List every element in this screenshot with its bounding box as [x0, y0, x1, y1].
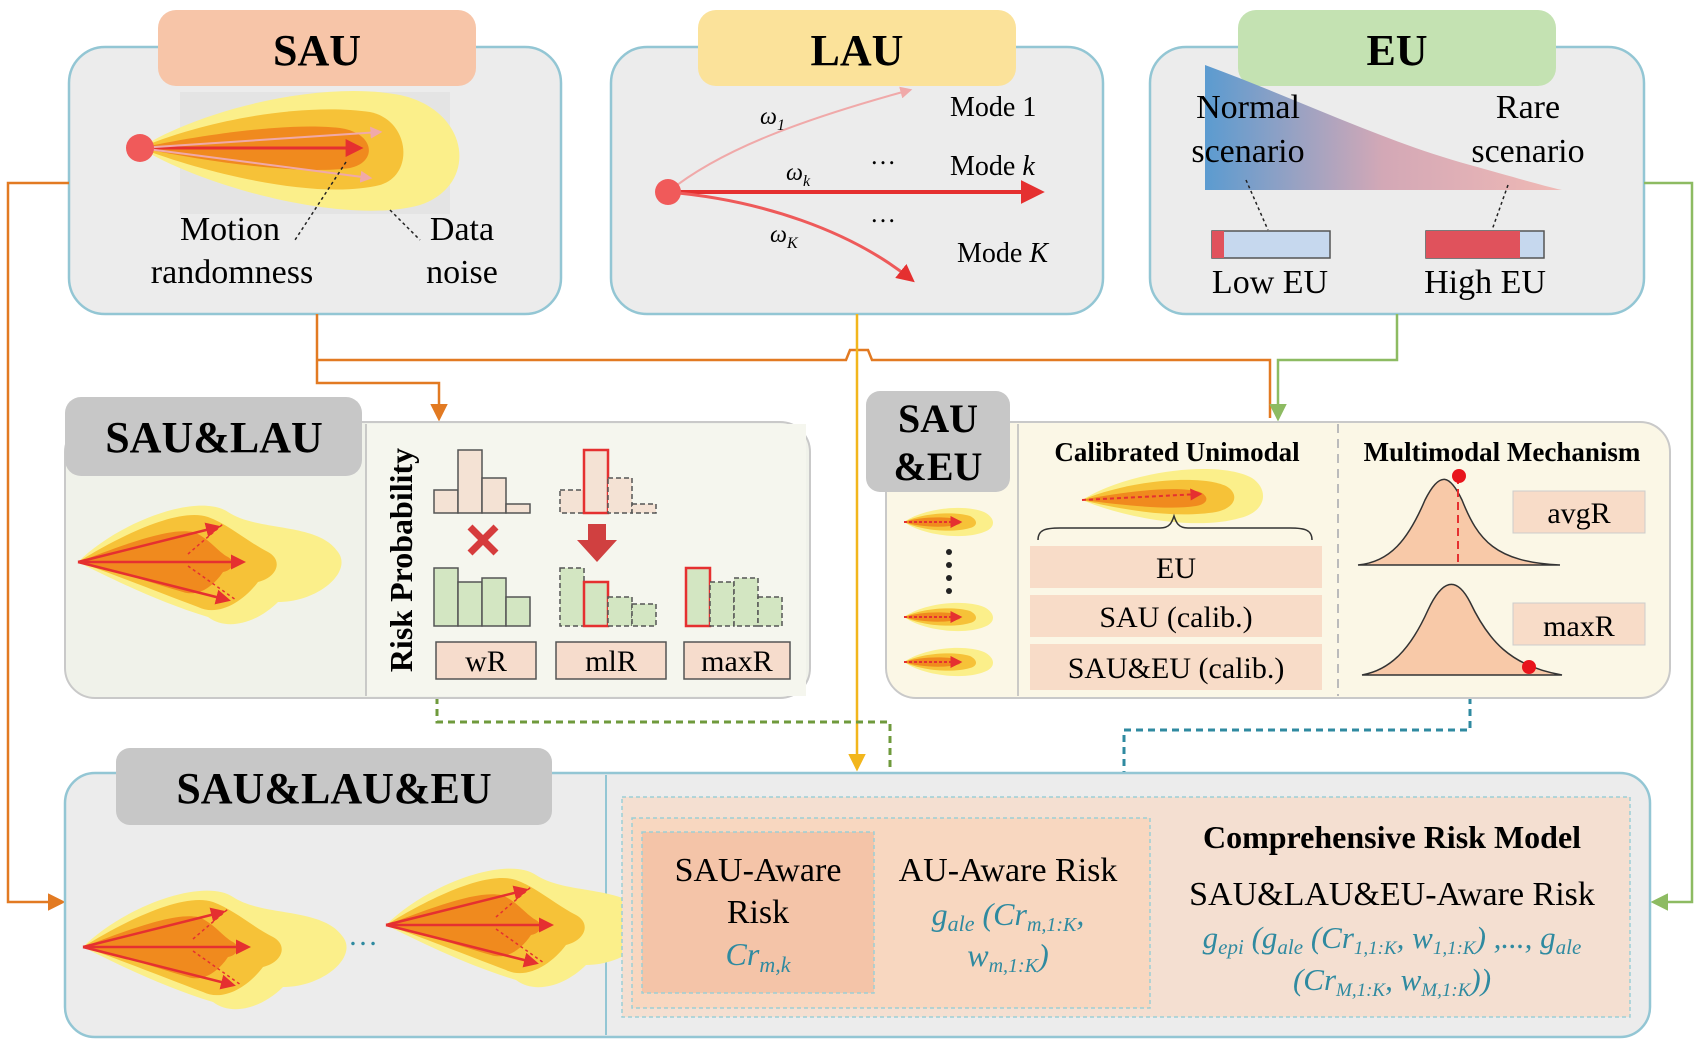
lau-mode1-label: Mode 1	[950, 92, 1036, 123]
sau-motion-label: Motion	[180, 211, 280, 248]
svg-text:maxR: maxR	[1543, 610, 1615, 643]
calibrated-flame-icon	[1081, 469, 1264, 524]
sau-flame-icon	[126, 91, 460, 241]
g-epi-formula-line1: gepi (gale (Cr1,1:K, w1,1:K) ,..., gale	[1203, 920, 1582, 959]
vertical-dots	[946, 549, 952, 594]
avg-distribution-curve	[1357, 469, 1561, 566]
risk-probability-axis-label: Risk Probability	[383, 448, 419, 672]
eu-normal-label: Normal	[1196, 89, 1300, 126]
lau-w1-label: ω1	[760, 104, 785, 134]
svg-text:wR: wR	[465, 645, 507, 678]
eu-box: EU	[1030, 546, 1322, 588]
maxr-box: maxR	[683, 641, 791, 680]
bottom-histograms	[433, 566, 783, 628]
sau-lau-eu-title: SAU&LAU&EU	[176, 764, 491, 813]
lau-modes-icon	[655, 86, 1045, 283]
lau-dots-2: …	[870, 199, 896, 228]
svg-text:SAU (calib.): SAU (calib.)	[1099, 601, 1252, 634]
eu-normal-label2: scenario	[1191, 133, 1304, 170]
w-formula: wm,1:K)	[967, 937, 1048, 977]
mlr-box: mlR	[555, 641, 667, 680]
sau-eu-title-1: SAU	[898, 396, 978, 441]
svg-text:EU: EU	[1156, 552, 1196, 585]
sau-eu-title-2: &EU	[894, 444, 983, 489]
sau-title: SAU	[273, 26, 361, 75]
sau-lau-title: SAU&LAU	[105, 413, 323, 462]
down-arrow-icon	[577, 524, 617, 562]
svg-text:avgR: avgR	[1547, 497, 1610, 530]
high-eu-label: High EU	[1424, 264, 1546, 301]
sau-noise-label: noise	[426, 254, 498, 291]
g-ale-formula: gale (Crm,1:K,	[932, 896, 1085, 936]
sau-lau-panel: SAU&LAU Risk Probability	[64, 397, 811, 699]
top-histograms	[433, 448, 657, 515]
eu-rare-label: Rare	[1496, 89, 1560, 126]
sau-calib-box: SAU (calib.)	[1030, 595, 1322, 637]
calibrated-unimodal-title: Calibrated Unimodal	[1054, 437, 1300, 467]
max-distribution-curve	[1361, 583, 1563, 676]
saueu-calib-box: SAU&EU (calib.)	[1030, 644, 1322, 690]
brace-icon	[1037, 513, 1313, 541]
sau-eu-panel: SAU &EU Calibrated Unimodal EU SAU (cali…	[866, 391, 1671, 699]
sau-lau-eu-panel: SAU&LAU&EU … SAU-Aware Risk Crm,k AU-Awa…	[63, 748, 1652, 1039]
lau-modek-label: Mode k	[950, 151, 1035, 182]
connectors	[6, 181, 1694, 911]
lau-panel: LAU ω1 ωk ωK … … Mode 1 Mode k Mode K	[609, 10, 1105, 316]
comprehensive-risk-title: Comprehensive Risk Model	[1203, 819, 1581, 855]
wr-box: wR	[435, 641, 537, 680]
eu-panel: EU Normal scenario Rare scenario Low EU …	[1148, 10, 1646, 316]
lau-wk-label: ωk	[786, 160, 811, 190]
lau-modeK-label: Mode K	[957, 238, 1049, 269]
avgr-box: avgR	[1512, 490, 1646, 534]
sau-aware-label-1: SAU-Aware	[675, 852, 842, 889]
g-epi-formula-line2: (CrM,1:K, wM,1:K))	[1293, 962, 1491, 1001]
cross-icon	[467, 524, 499, 556]
low-eu-label: Low EU	[1212, 264, 1328, 301]
eu-title: EU	[1366, 26, 1427, 75]
sau-aware-label-2: Risk	[727, 894, 789, 931]
lau-wK-label: ωK	[770, 222, 799, 252]
eu-rare-label2: scenario	[1471, 133, 1584, 170]
comprehensive-risk-subtitle: SAU&LAU&EU-Aware Risk	[1189, 876, 1595, 913]
sau-data-label: Data	[430, 211, 494, 248]
low-eu-bar	[1211, 230, 1331, 259]
sau-randomness-label: randomness	[151, 254, 313, 291]
sau-lau-eu-dots: …	[348, 919, 378, 952]
multimodal-mechanism-title: Multimodal Mechanism	[1364, 437, 1641, 467]
eu-distribution-shape	[1205, 65, 1562, 190]
lau-dots-1: …	[870, 141, 896, 170]
cr-mk-formula: Crm,k	[726, 936, 792, 977]
sau-panel: SAU Motion randomness Data noise	[67, 10, 563, 316]
svg-text:mlR: mlR	[585, 645, 637, 678]
svg-text:maxR: maxR	[701, 645, 773, 678]
au-aware-label: AU-Aware Risk	[899, 852, 1118, 889]
maxr-box-sau-eu: maxR	[1512, 602, 1646, 646]
svg-text:SAU&EU (calib.): SAU&EU (calib.)	[1068, 652, 1285, 685]
high-eu-bar	[1425, 230, 1545, 259]
lau-title: LAU	[811, 26, 904, 75]
